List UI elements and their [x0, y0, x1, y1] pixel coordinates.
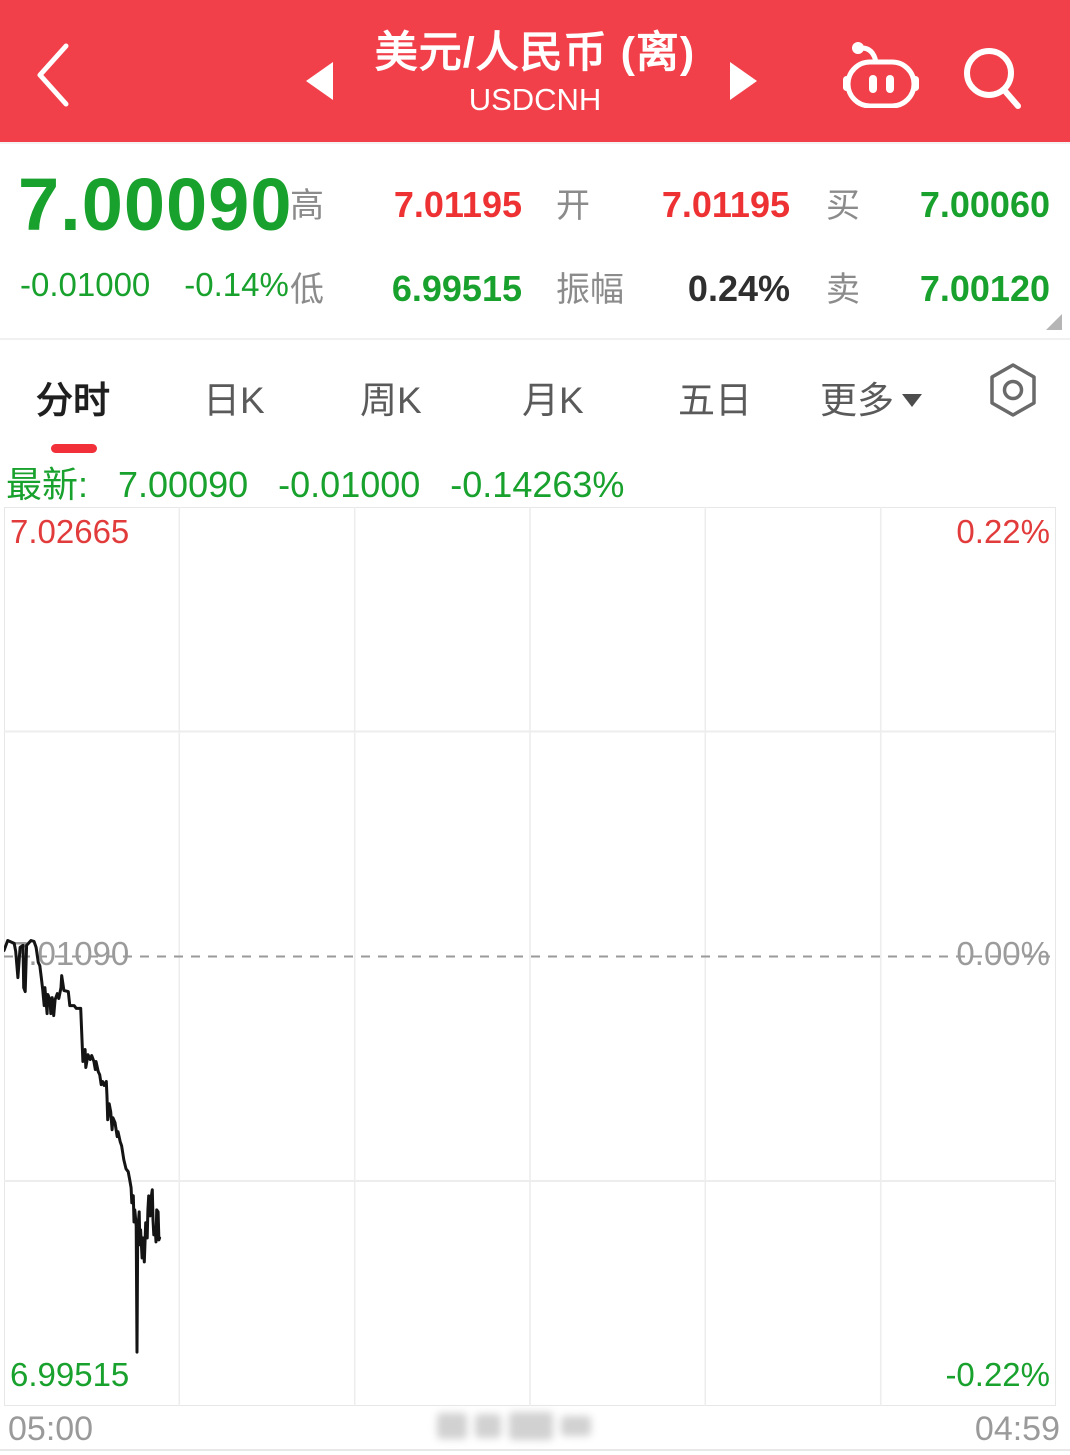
latest-change: -0.01000 [278, 464, 421, 505]
tab-five-day[interactable]: 五日 [678, 380, 752, 421]
quote-field-bid: 买 7.00060 [826, 178, 1050, 227]
latest-price: 7.00090 [118, 464, 249, 505]
quote-field-open: 开 7.01195 [556, 178, 790, 227]
expand-corner-icon[interactable] [1046, 314, 1062, 330]
latest-quote-bar: 最新: 7.00090 -0.01000 -0.14263% [6, 456, 1006, 508]
time-axis: 05:00 04:59 [0, 1406, 1070, 1450]
price-line-svg [4, 939, 162, 1354]
field-value: 0.24% [687, 268, 790, 309]
chevron-down-icon [902, 394, 922, 407]
quote-column-2: 开 7.01195 振幅 0.24% [556, 144, 790, 342]
next-instrument-icon[interactable] [730, 62, 757, 100]
quote-field-ask: 卖 7.00120 [826, 262, 1050, 311]
field-label: 卖 [826, 271, 860, 309]
price-change-row: -0.01000 -0.14% [20, 266, 323, 304]
title-block: 美元/人民币 (离) USDCNH [335, 28, 735, 122]
page-title: 美元/人民币 (离) [374, 29, 696, 77]
quote-column-1: 高 7.01195 低 6.99515 [290, 144, 522, 342]
tab-daily-k[interactable]: 日K [203, 380, 265, 421]
tab-more-label: 更多 [820, 380, 894, 421]
y-axis-max-price: 7.02665 [10, 513, 130, 550]
field-value: 7.01195 [393, 184, 522, 225]
y-axis-max-pct: 0.22% [956, 513, 1050, 550]
latest-label: 最新: [6, 464, 89, 505]
field-value: 6.99515 [391, 268, 522, 309]
bottom-divider [0, 1449, 1070, 1451]
app-header: 美元/人民币 (离) USDCNH [0, 0, 1070, 142]
chart-settings-icon[interactable] [988, 362, 1038, 418]
field-label: 低 [290, 271, 324, 309]
price-line [4, 939, 162, 1354]
time-axis-end: 04:59 [974, 1410, 1060, 1448]
y-axis-mid-pct: 0.00% [956, 935, 1050, 972]
time-axis-start: 05:00 [8, 1410, 94, 1448]
tab-weekly-k[interactable]: 周K [360, 380, 422, 421]
intraday-chart[interactable]: 7.02665 0.22% 7.01090 0.00% 6.99515 -0.2… [4, 507, 1056, 1406]
period-tabbar: 分时 日K 周K 月K 五日 更多 [0, 340, 1070, 454]
y-axis-min-pct: -0.22% [945, 1356, 1050, 1393]
field-value: 7.00120 [919, 268, 1050, 309]
last-price: 7.00090 [18, 163, 293, 246]
prev-instrument-icon[interactable] [306, 62, 333, 100]
watermark [437, 1412, 627, 1448]
price-change: -0.01000 [20, 266, 151, 303]
field-value: 7.01195 [661, 184, 790, 225]
active-tab-underline [51, 444, 97, 453]
field-label: 振幅 [556, 271, 624, 309]
chart-grid [4, 507, 1056, 1406]
price-change-pct: -0.14% [184, 266, 289, 303]
field-value: 7.00060 [919, 184, 1050, 225]
latest-change-pct: -0.14263% [450, 464, 625, 505]
y-axis-min-price: 6.99515 [10, 1356, 130, 1393]
tab-minute[interactable]: 分时 [36, 380, 110, 421]
quote-field-high: 高 7.01195 [290, 178, 522, 227]
quote-column-3: 买 7.00060 卖 7.00120 [826, 144, 1050, 342]
field-label: 买 [826, 187, 860, 225]
quote-field-low: 低 6.99515 [290, 262, 522, 311]
back-icon[interactable] [30, 40, 76, 110]
instrument-code: USDCNH [468, 82, 602, 117]
tab-monthly-k[interactable]: 月K [522, 380, 584, 421]
field-label: 高 [290, 187, 324, 225]
tab-more[interactable]: 更多 [820, 370, 922, 424]
quote-field-amplitude: 振幅 0.24% [556, 262, 790, 311]
quote-panel: 7.00090 -0.01000 -0.14% 高 7.01195 低 6.995… [0, 142, 1070, 340]
search-icon[interactable] [962, 46, 1024, 112]
robot-assistant-icon[interactable] [840, 42, 922, 108]
field-label: 开 [556, 187, 590, 225]
